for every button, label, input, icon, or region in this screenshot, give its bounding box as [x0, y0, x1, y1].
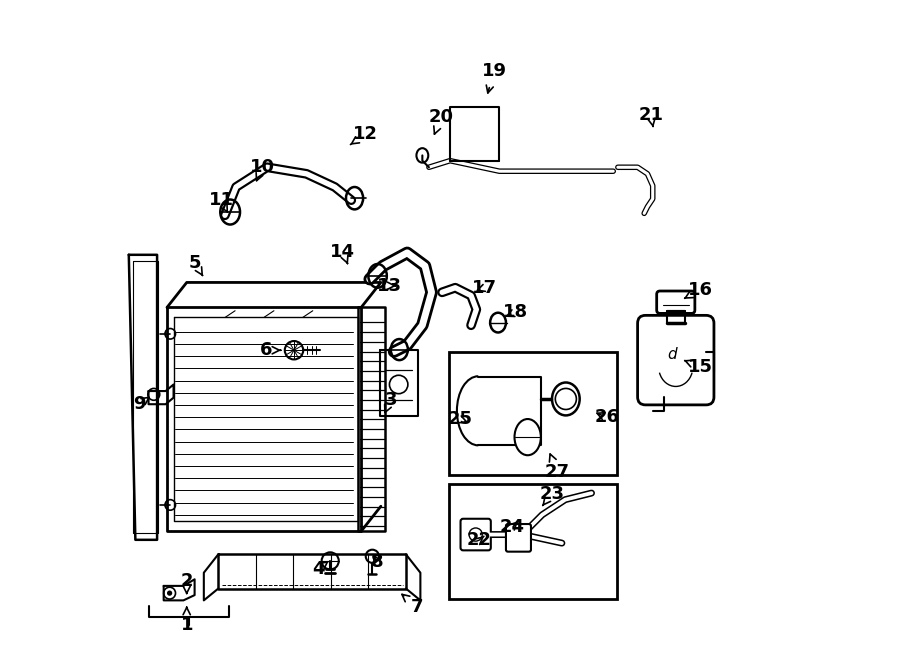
- Text: 1: 1: [181, 607, 193, 635]
- Text: 17: 17: [472, 279, 498, 297]
- Text: 21: 21: [638, 106, 663, 127]
- Text: 6: 6: [259, 341, 281, 359]
- Text: 22: 22: [467, 531, 492, 549]
- Text: 26: 26: [594, 408, 619, 426]
- Ellipse shape: [515, 419, 541, 455]
- Text: d: d: [668, 347, 678, 362]
- Text: 23: 23: [539, 485, 564, 506]
- Text: 11: 11: [209, 191, 233, 212]
- Bar: [449, 484, 617, 599]
- Text: 12: 12: [350, 126, 378, 145]
- Text: 10: 10: [250, 158, 274, 180]
- Text: 13: 13: [377, 277, 402, 295]
- Text: 18: 18: [503, 303, 528, 321]
- Ellipse shape: [552, 383, 580, 415]
- FancyBboxPatch shape: [461, 519, 491, 551]
- FancyBboxPatch shape: [506, 524, 531, 552]
- Circle shape: [167, 590, 172, 596]
- Text: 27: 27: [544, 454, 570, 481]
- Text: 3: 3: [384, 391, 397, 412]
- Text: 5: 5: [189, 254, 202, 276]
- Text: 25: 25: [447, 410, 473, 428]
- Text: 8: 8: [372, 553, 384, 571]
- Text: 9: 9: [133, 395, 149, 413]
- Text: 20: 20: [429, 108, 454, 134]
- Text: 24: 24: [500, 518, 525, 535]
- Text: 2: 2: [181, 572, 193, 594]
- Bar: [449, 352, 617, 475]
- Text: 16: 16: [685, 281, 713, 299]
- Text: 19: 19: [482, 61, 507, 93]
- Text: 7: 7: [402, 594, 423, 616]
- Text: 15: 15: [685, 358, 713, 375]
- Text: 4: 4: [312, 560, 328, 578]
- Text: 14: 14: [330, 243, 356, 264]
